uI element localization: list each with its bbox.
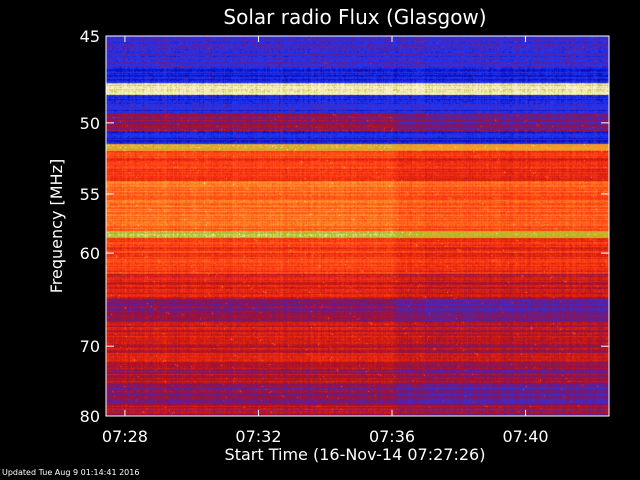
- x-tick-label: 07:40: [502, 427, 548, 446]
- x-tick-label: 07:28: [102, 427, 148, 446]
- last-updated-text: Updated Tue Aug 9 01:14:41 2016: [2, 468, 140, 477]
- x-axis: 07:28 07:32 07:36 07:40: [102, 36, 549, 446]
- chart-title: Solar radio Flux (Glasgow): [223, 5, 486, 29]
- y-tick-label: 45: [80, 27, 100, 46]
- y-tick-label: 50: [80, 114, 100, 133]
- x-axis-label: Start Time (16-Nov-14 07:27:26): [225, 445, 486, 464]
- spectrogram-heatmap: [106, 36, 609, 416]
- y-tick-label: 60: [80, 244, 100, 263]
- plot-area: [105, 35, 610, 417]
- y-axis: 45 50 55 60 70 80: [80, 27, 609, 426]
- x-tick-label: 07:36: [369, 427, 415, 446]
- y-tick-label: 80: [80, 407, 100, 426]
- y-axis-label: Frequency [MHz]: [47, 159, 66, 293]
- x-tick-label: 07:32: [235, 427, 281, 446]
- y-tick-label: 70: [80, 337, 100, 356]
- plot-frame: [105, 35, 610, 417]
- y-tick-label: 55: [80, 185, 100, 204]
